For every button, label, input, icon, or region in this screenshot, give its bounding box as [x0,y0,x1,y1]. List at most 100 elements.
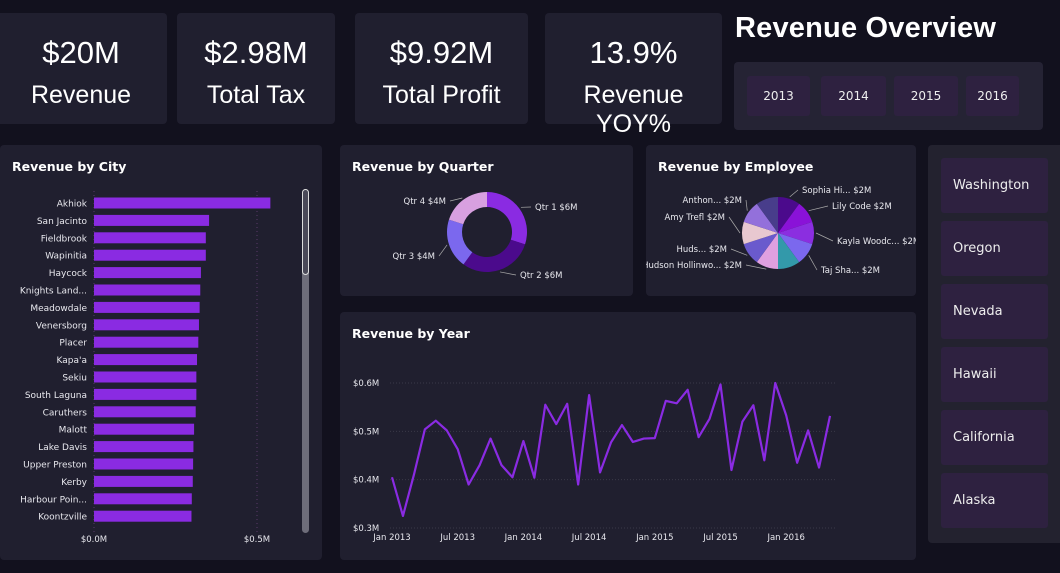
scrollbar-track[interactable] [302,189,309,533]
year-slicer: 2013 2014 2015 2016 [734,62,1043,130]
state-button-oregon[interactable]: Oregon [941,221,1048,276]
y-tick-label: $0.6M [353,379,379,389]
y-tick-label: $0.4M [353,476,379,486]
slice-2 [778,221,814,245]
leader-line [730,248,748,256]
slice-label: Lily Code $2M [832,202,892,212]
bar-label: South Laguna [25,391,87,401]
kpi-label: Total Tax [206,81,306,109]
bar-17 [94,493,192,505]
kpi-value: $2.98M [204,35,308,70]
slice-label: Sophia Hi... $2M [802,186,871,196]
bar-5 [94,284,201,296]
bar-14 [94,441,194,453]
chart-title: Revenue by Quarter [352,159,494,174]
slice-1 [778,203,813,233]
slice-8 [743,203,778,233]
slice-label: Qtr 1 $6M [535,203,577,213]
revenue-by-city-card: Revenue by City Akhiok San Jacinto Fieldbr… [0,145,322,560]
bar-label: Akhiok [57,200,88,210]
bar-10 [94,371,197,383]
bar-label: Placer [59,339,87,349]
kpi-label: Revenue YOY% [583,81,684,138]
slice-2 [447,219,473,265]
bar-label: Malott [59,426,88,436]
y-tick-label: $0.5M [353,427,379,437]
year-button-2016[interactable]: 2016 [966,76,1019,116]
state-button-alaska[interactable]: Alaska [941,473,1048,528]
kpi-card-revenue: $20M Revenue [0,13,167,124]
revenue-by-quarter-card: Revenue by Quarter Qtr 1 $6M Qtr 2 $6M Qtr… [340,145,633,296]
leader-line [449,197,463,202]
x-tick-label: Jul 2013 [439,533,475,543]
y-tick-label: $0.3M [353,524,379,534]
revenue-by-quarter-chart: Qtr 1 $6M Qtr 2 $6M Qtr 3 $4M Qtr 4 $4M [393,192,577,281]
bar-label: Kapa'a [57,356,87,366]
slice-label: Anthon... $2M [683,196,742,206]
state-slicer: Washington Oregon Nevada Hawaii Californ… [928,145,1060,543]
revenue-by-employee-card: Revenue by Employee Sophia Hi... $2M Lily… [646,145,916,296]
scrollbar-thumb[interactable] [302,189,309,275]
revenue-by-city-chart: Akhiok San Jacinto Fieldbrook Wapinitia Hayc… [20,191,271,545]
slice-0 [778,197,800,233]
kpi-value: $9.92M [389,35,494,70]
leader-line [499,271,517,276]
year-button-2014[interactable]: 2014 [821,76,886,116]
x-tick-label: Jul 2015 [702,533,738,543]
state-button-nevada[interactable]: Nevada [941,284,1048,339]
bar-label: Sekiu [62,374,87,384]
x-tick-label: Jan 2015 [635,533,673,543]
bar-2 [94,232,206,244]
year-button-2013[interactable]: 2013 [747,76,810,116]
slice-6 [743,233,778,263]
x-tick-label: Jan 2016 [766,533,804,543]
bar-15 [94,458,194,470]
bar-label: Meadowdale [30,304,87,314]
slice-label: Qtr 3 $4M [393,252,435,262]
bar-label: Knights Land... [20,287,87,297]
bar-label: Harbour Poin... [20,495,87,505]
leader-line [815,232,834,242]
chart-title: Revenue by Employee [658,159,814,174]
kpi-label: Revenue [30,81,132,109]
slice-label: Taj Sha... $2M [820,266,880,276]
leader-line [808,255,818,271]
revenue-by-employee-chart: Sophia Hi... $2M Lily Code $2M Kayla Woodc… [646,186,916,276]
bar-label: Venersborg [36,321,87,331]
state-button-california[interactable]: California [941,410,1048,465]
bar-label: Koontzville [38,513,87,523]
kpi-value: 13.9% [589,35,678,70]
leader-line [745,264,767,270]
chart-title: Revenue by City [12,159,127,174]
bar-1 [94,214,210,226]
bar-13 [94,423,195,435]
bar-label: Caruthers [43,408,88,418]
leader-line [728,216,741,234]
state-button-hawaii[interactable]: Hawaii [941,347,1048,402]
bar-18 [94,510,192,522]
bar-16 [94,475,193,487]
bar-label: Lake Davis [38,443,87,453]
slice-label: Kayla Woodc... $2M [837,237,916,247]
state-button-washington[interactable]: Washington [941,158,1048,213]
kpi-card-total-tax: $2.98M Total Tax [177,13,335,124]
slice-label: Hudson Hollinwo... $2M [646,261,742,271]
bar-7 [94,319,199,331]
chart-title: Revenue by Year [352,326,470,341]
bar-label: San Jacinto [37,217,88,227]
bar-9 [94,354,198,366]
bar-12 [94,406,196,418]
bar-label: Kerby [61,478,87,488]
slice-5 [756,233,778,269]
x-tick-label: $0.5M [244,535,270,545]
year-button-2015[interactable]: 2015 [894,76,958,116]
slice-label: Qtr 4 $4M [404,197,446,207]
slice-4 [778,233,800,269]
slice-9 [756,197,778,233]
x-tick-label: Jul 2014 [571,533,607,543]
bar-label: Upper Preston [23,461,87,471]
bar-3 [94,249,206,261]
slice-label: Amy Trefl $2M [664,213,725,223]
kpi-card-total-profit: $9.92M Total Profit [355,13,528,124]
revenue-line [390,381,832,518]
